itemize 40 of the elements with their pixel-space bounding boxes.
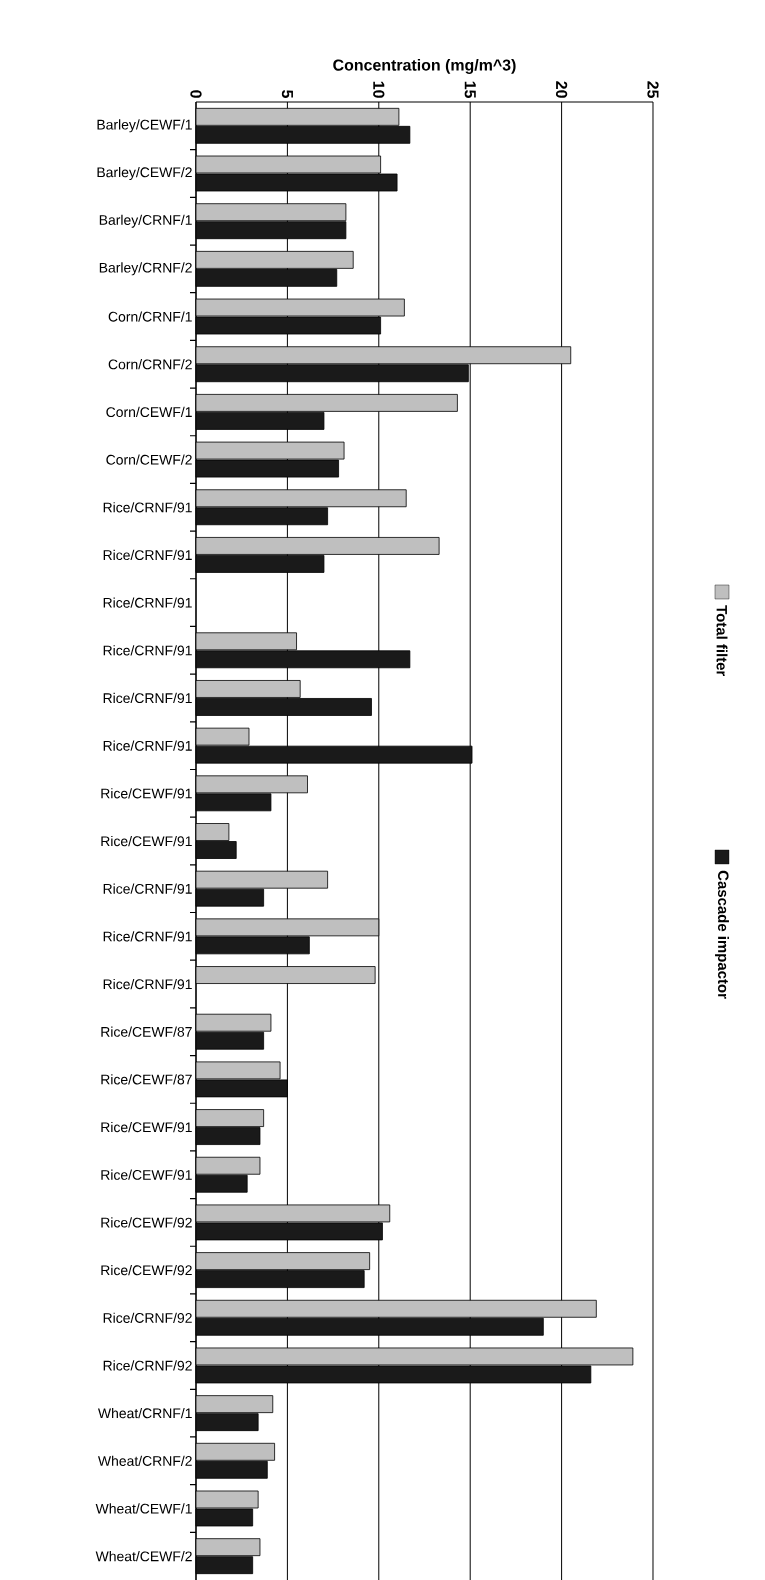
y-tick-label: Rice/CRNF/91 <box>103 883 192 894</box>
y-tick-label: Rice/CRNF/91 <box>103 597 192 608</box>
y-tick-label: Barley/CEWF/1 <box>97 119 192 133</box>
x-tick-label: 10 <box>373 81 385 98</box>
y-tick-label: Rice/CEWF/91 <box>101 835 192 847</box>
y-tick-label: Rice/CEWF/87 <box>101 1074 192 1085</box>
y-tick-label: Barley/CRNF/1 <box>99 214 192 228</box>
y-tick-label: Corn/CRNF/2 <box>108 359 192 370</box>
y-tick-label: Rice/CRNF/92 <box>103 1312 192 1323</box>
y-tick-label: Rice/CEWF/92 <box>101 1264 192 1276</box>
legend-label: Cascade impactor <box>715 870 729 999</box>
legend-label: Total filter <box>716 605 728 677</box>
y-tick-label: Rice/CEWF/91 <box>101 1169 192 1180</box>
x-tick-label: 0 <box>190 90 202 98</box>
x-tick-label: 15 <box>464 81 476 99</box>
x-axis-title: Concentration (mg/m^3) <box>333 58 516 74</box>
y-tick-label: Corn/CRNF/1 <box>108 311 192 322</box>
y-tick-label: Rice/CRNF/91 <box>103 978 192 990</box>
x-tick-label: 20 <box>555 81 568 98</box>
y-tick-label: Wheat/CEWF/2 <box>95 1551 192 1562</box>
y-tick-label: Rice/CRNF/92 <box>103 1360 192 1371</box>
y-tick-label: Rice/CRNF/91 <box>103 645 192 656</box>
y-tick-label: Barley/CRNF/2 <box>99 262 192 276</box>
y-tick-label: Barley/CEWF/2 <box>97 167 192 181</box>
y-tick-label: Rice/CEWF/92 <box>101 1217 192 1228</box>
y-tick-label: Corn/CEWF/2 <box>106 454 192 465</box>
y-tick-label: Rice/CRNF/91 <box>103 931 192 942</box>
y-tick-label: Wheat/CRNF/1 <box>97 1408 192 1419</box>
y-tick-label: Rice/CRNF/91 <box>103 740 192 751</box>
y-tick-label: Wheat/CRNF/2 <box>97 1455 192 1466</box>
x-tick-label: 5 <box>281 90 293 99</box>
y-tick-label: Rice/CEWF/87 <box>101 1026 192 1037</box>
y-tick-label: Rice/CRNF/91 <box>103 549 192 561</box>
y-tick-label: Rice/CRNF/91 <box>103 502 192 513</box>
y-tick-label: Rice/CRNF/91 <box>103 692 192 704</box>
y-tick-label: Rice/CEWF/91 <box>101 1121 192 1133</box>
y-tick-label: Corn/CEWF/1 <box>106 406 192 418</box>
y-tick-label: Wheat/CEWF/1 <box>95 1503 192 1514</box>
y-tick-label: Rice/CEWF/91 <box>101 788 192 799</box>
x-tick-label: 25 <box>647 81 659 99</box>
